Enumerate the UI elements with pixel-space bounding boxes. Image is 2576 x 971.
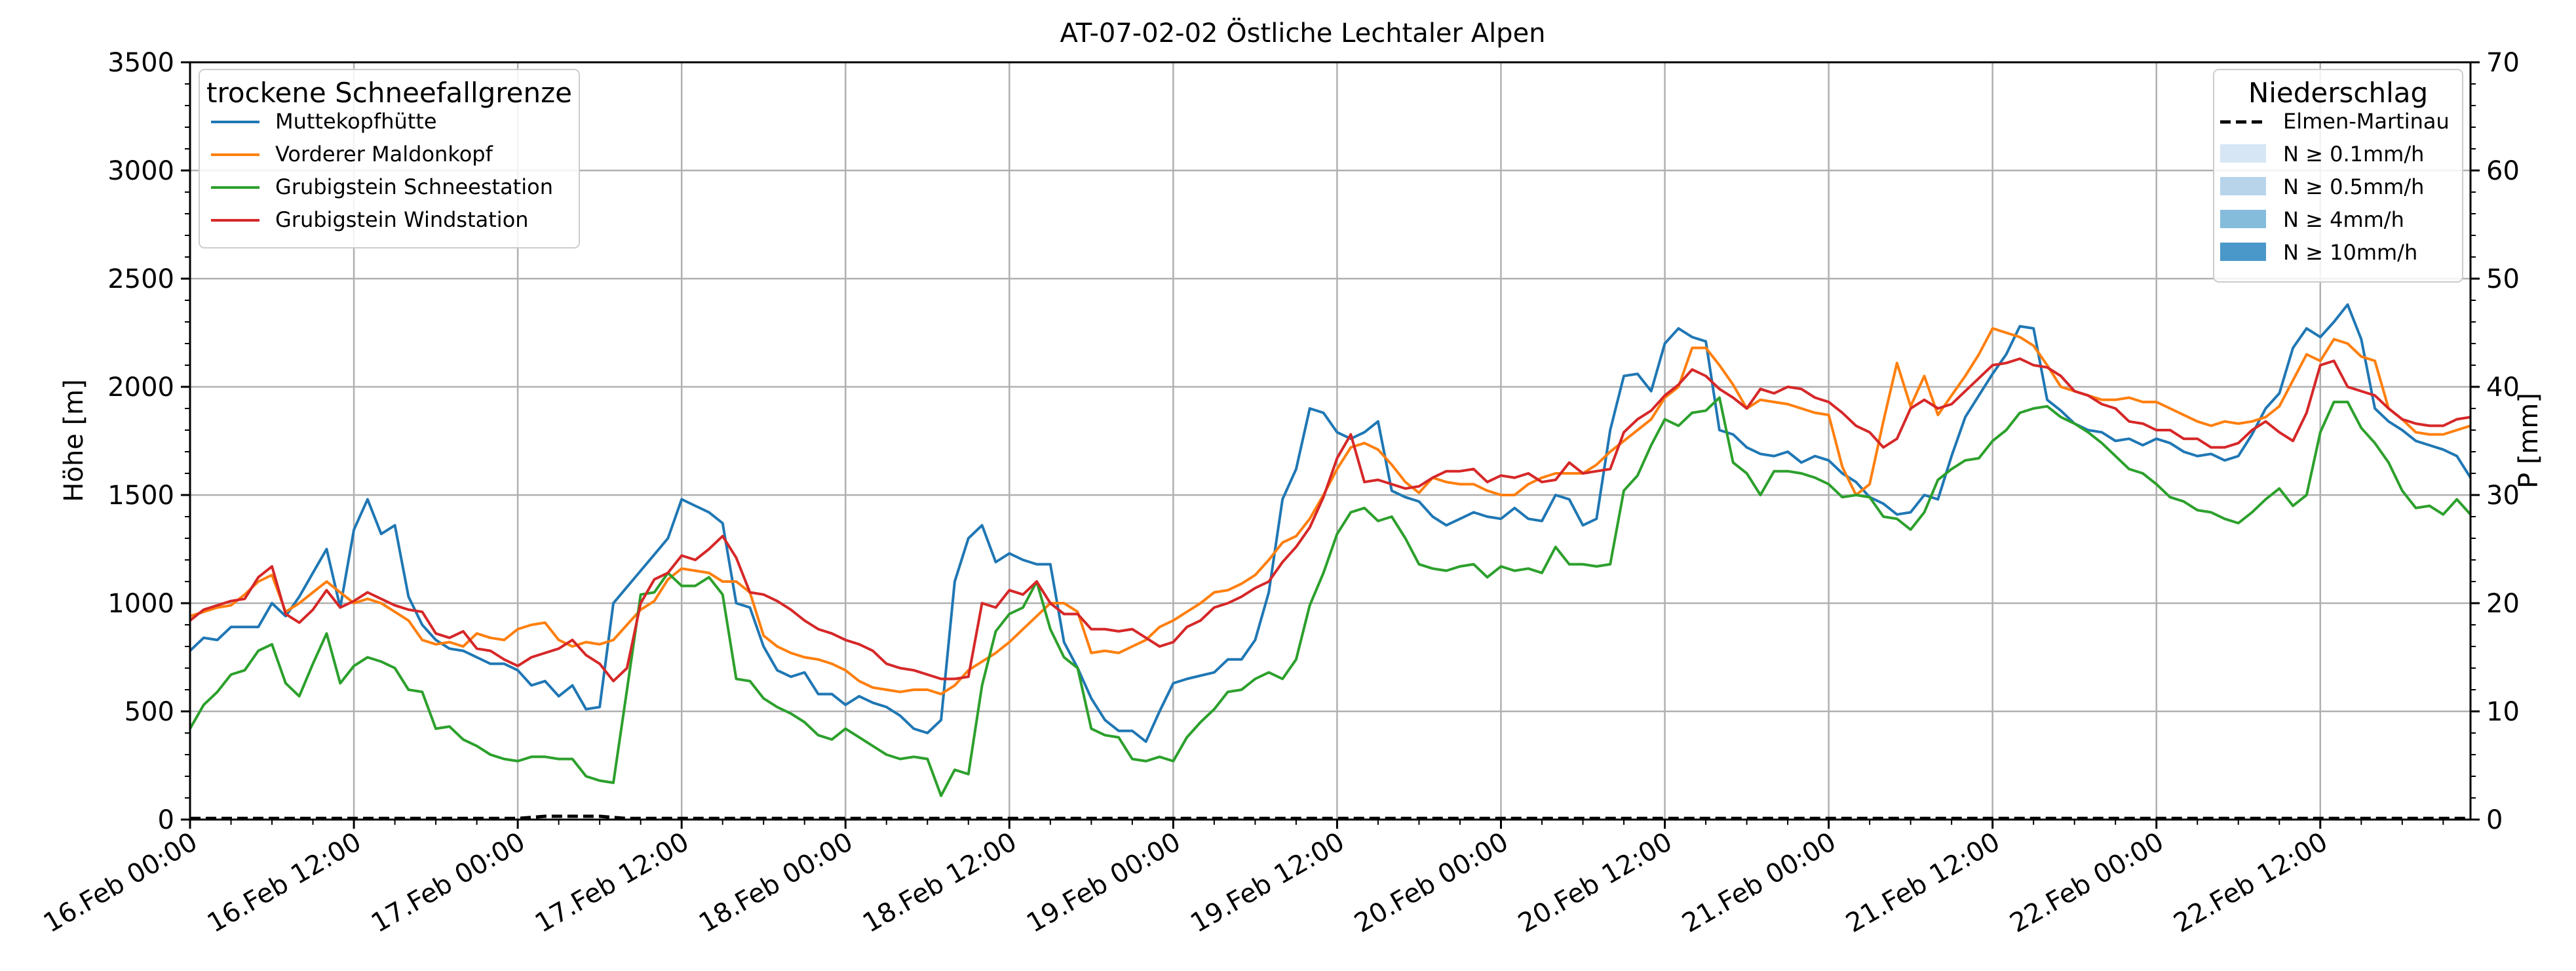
x-tick-label: 21.Feb 12:00 [1841, 827, 2005, 939]
y-tick-label-right: 50 [2486, 264, 2520, 294]
x-tick-label: 20.Feb 12:00 [1513, 827, 1677, 939]
grid [189, 61, 2470, 821]
y-tick-label-right: 10 [2486, 697, 2520, 727]
y-axis-label-right: P [mm] [2514, 393, 2544, 488]
legend-right-label: N ≥ 10mm/h [2283, 240, 2417, 265]
x-tick-label: 18.Feb 12:00 [858, 827, 1022, 939]
legend-left-label: Vorderer Maldonkopf [275, 142, 493, 167]
y-axis-right: 0 10 20 30 40 50 60 70 [2470, 48, 2520, 835]
y-tick-label-left: 2000 [107, 372, 174, 403]
x-tick-label: 20.Feb 00:00 [1349, 827, 1513, 939]
x-tick-label: 22.Feb 00:00 [2005, 827, 2168, 939]
y-axis-label-left: Höhe [m] [59, 379, 89, 502]
y-tick-label-left: 500 [125, 697, 174, 727]
y-tick-label-right: 20 [2486, 589, 2520, 619]
x-tick-label: 17.Feb 00:00 [366, 827, 530, 939]
plot-frame [189, 61, 2472, 821]
series-line-vorderer-maldonkopf [189, 327, 2471, 696]
x-tick-label: 16.Feb 12:00 [202, 827, 366, 939]
x-tick-label: 22.Feb 12:00 [2169, 827, 2333, 939]
x-axis: 16.Feb 00:00 16.Feb 12:00 17.Feb 00:00 17.F… [39, 820, 2444, 939]
x-tick-label: 18.Feb 00:00 [694, 827, 858, 939]
height-series [189, 303, 2472, 797]
y-tick-label-left: 3500 [107, 48, 174, 78]
legend-right-label: N ≥ 0.5mm/h [2283, 174, 2424, 199]
y-tick-label-left: 0 [158, 805, 174, 835]
legend-right-swatch [2220, 210, 2266, 228]
y-tick-label-left: 1000 [107, 589, 174, 619]
x-tick-label: 19.Feb 12:00 [1185, 827, 1349, 939]
x-tick-label: 19.Feb 00:00 [1022, 827, 1185, 939]
legend-right: Niederschlag Elmen-Martinau N ≥ 0.1mm/h N … [2213, 69, 2463, 283]
legend-right-label: Elmen-Martinau [2283, 109, 2450, 134]
series-line-grubigstein-windstation [189, 357, 2471, 683]
legend-left-title: trockene Schneefallgrenze [206, 77, 572, 109]
x-tick-label: 16.Feb 00:00 [39, 827, 202, 939]
precip-series [190, 814, 2470, 820]
y-tick-label-right: 0 [2486, 805, 2503, 835]
y-tick-label-right: 30 [2486, 481, 2520, 511]
legend-right-swatch [2220, 144, 2266, 163]
legend-right-swatch [2220, 243, 2266, 261]
series-line-elmen-martinau [190, 814, 2470, 820]
y-tick-label-right: 40 [2486, 372, 2520, 403]
x-tick-label: 17.Feb 12:00 [530, 827, 694, 939]
y-axis-left: 0 500 1000 1500 2000 2500 3000 3500 [107, 48, 190, 835]
y-tick-label-right: 60 [2486, 156, 2520, 186]
legend-right-label: N ≥ 0.1mm/h [2283, 142, 2424, 167]
y-tick-label-right: 70 [2486, 48, 2520, 78]
series-line-grubigstein-schneestation [189, 396, 2472, 797]
legend-left-label: Grubigstein Windstation [275, 207, 529, 232]
legend-left-label: Muttekopfhütte [275, 109, 437, 134]
chart-title: AT-07-02-02 Östliche Lechtaler Alpen [1060, 17, 1545, 49]
y-tick-label-left: 3000 [107, 156, 174, 186]
legend-right-label: N ≥ 4mm/h [2283, 207, 2404, 232]
y-tick-label-left: 2500 [107, 264, 174, 294]
series-line-muttekopfhutte [189, 303, 2472, 743]
x-tick-label: 21.Feb 00:00 [1677, 827, 1841, 939]
y-tick-label-left: 1500 [107, 481, 174, 511]
legend-left: trockene Schneefallgrenze Muttekopfhütte… [199, 69, 580, 248]
legend-right-title: Niederschlag [2248, 77, 2428, 109]
legend-left-label: Grubigstein Schneestation [275, 174, 553, 199]
legend-right-swatch [2220, 177, 2266, 195]
